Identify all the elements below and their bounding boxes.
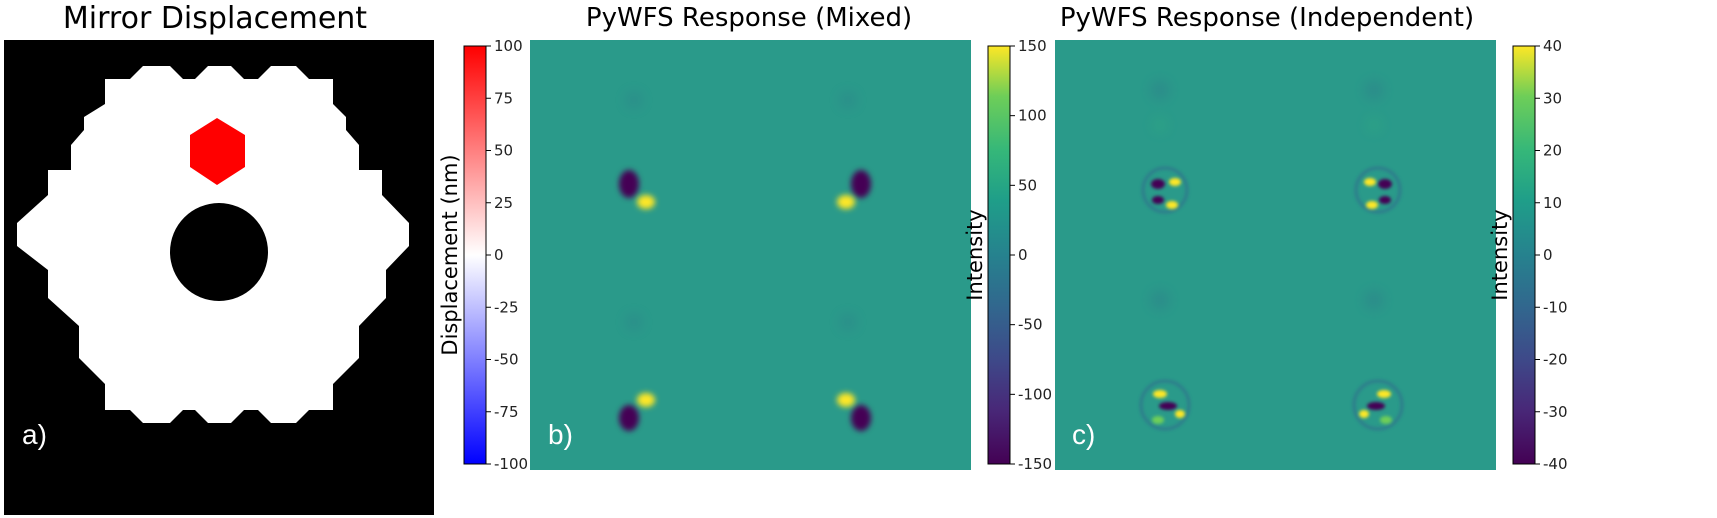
colorbar-b: 150 100 50 0 -50 -100 -150 Intensity [963, 37, 1052, 473]
colorbar-a-tick-label: -75 [494, 403, 519, 421]
dipole-c-bottom-right [1352, 379, 1404, 431]
panel-b: PyWFS Response (Mixed) b) [530, 3, 971, 470]
colorbar-a-gradient [463, 45, 487, 465]
dipole-b-bottom-right [837, 393, 871, 431]
colorbar-c-tick-label: -40 [1543, 455, 1568, 473]
panel-b-faint-traces [626, 92, 856, 330]
colorbar-a-tick-label: 100 [494, 37, 523, 55]
central-obscuration [170, 203, 268, 301]
colorbar-c-label: Intensity [1488, 209, 1512, 300]
dipole-b-bottom-left [619, 393, 655, 431]
colorbar-a-tick-label: 0 [494, 246, 504, 264]
panel-c-label: c) [1072, 419, 1095, 450]
panel-b-label: b) [548, 419, 573, 450]
colorbar-c-tick-label: 30 [1543, 89, 1562, 107]
colorbar-b-tick-label: -150 [1018, 455, 1052, 473]
dipole-c-top-right [1354, 166, 1402, 214]
colorbar-c-tick-label: -20 [1543, 351, 1568, 369]
panel-c: PyWFS Response (Independent) [1055, 3, 1496, 470]
colorbar-b-label: Intensity [963, 209, 987, 300]
colorbar-c-tick-label: -30 [1543, 403, 1568, 421]
panel-a-label: a) [22, 419, 47, 450]
colorbar-c-tick-label: -10 [1543, 298, 1568, 316]
colorbar-b-tick-label: -50 [1018, 316, 1043, 334]
panel-b-title: PyWFS Response (Mixed) [586, 3, 912, 33]
colorbar-a-tick-label: 50 [494, 142, 513, 160]
colorbar-b-tick-label: -100 [1018, 385, 1052, 403]
colorbar-a-tick-label: -25 [494, 298, 519, 316]
panel-c-image [1055, 40, 1496, 470]
colorbar-a-tick-label: -50 [494, 351, 519, 369]
panel-a: Mirror Displacement a) [4, 1, 434, 515]
colorbar-c-tick-label: 20 [1543, 142, 1562, 160]
dipole-b-top-right [837, 170, 871, 209]
colorbar-b-tick-label: 150 [1018, 37, 1047, 55]
colorbar-a-label: Displacement (nm) [438, 154, 462, 355]
colorbar-c: 40 30 20 10 0 -10 -20 -30 -40 Intensity [1488, 37, 1568, 473]
dipole-c-bottom-left [1139, 379, 1191, 431]
colorbar-b-tick-label: 50 [1018, 176, 1037, 194]
panel-b-image [530, 40, 971, 470]
dipole-c-top-left [1141, 166, 1189, 214]
panel-c-faint-traces [1151, 81, 1383, 309]
colorbar-a-tick-label: 25 [494, 194, 513, 212]
colorbar-c-gradient [1512, 45, 1536, 465]
colorbar-a-tick-label: 75 [494, 89, 513, 107]
panel-a-title: Mirror Displacement [63, 1, 367, 36]
colorbar-b-tick-label: 0 [1018, 246, 1028, 264]
displaced-segment [190, 118, 245, 185]
colorbar-a-tick-label: -100 [494, 455, 528, 473]
colorbar-b-gradient [987, 45, 1011, 465]
colorbar-b-tick-label: 100 [1018, 107, 1047, 125]
panel-c-title: PyWFS Response (Independent) [1060, 3, 1474, 33]
colorbar-a: 100 75 50 25 0 -25 -50 -75 -100 Displacement (nm… [438, 37, 528, 473]
colorbar-c-tick-label: 0 [1543, 246, 1553, 264]
colorbar-c-tick-label: 40 [1543, 37, 1562, 55]
colorbar-c-tick-label: 10 [1543, 194, 1562, 212]
dipole-b-top-left [619, 170, 655, 209]
